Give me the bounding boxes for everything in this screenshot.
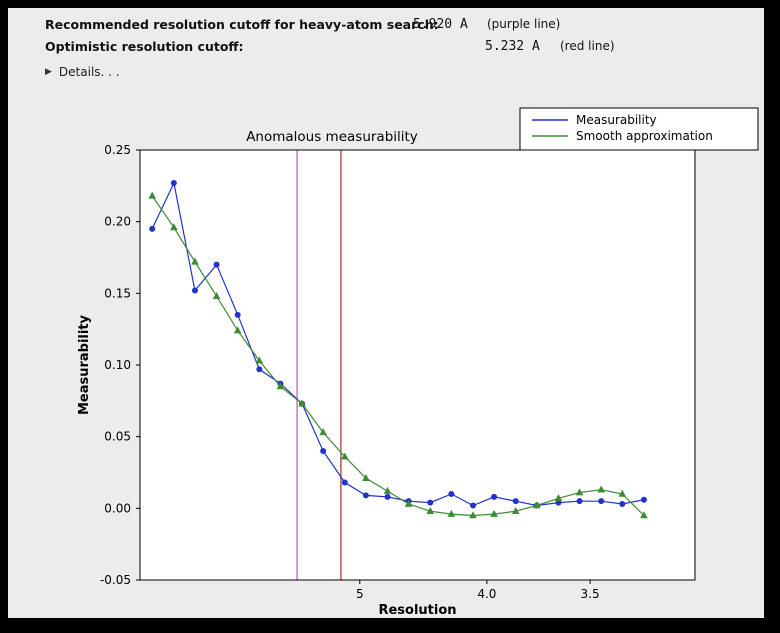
details-label: Details. . . <box>58 65 120 79</box>
disclosure-triangle-icon: ▶ <box>45 66 52 77</box>
optimistic-cutoff-note: (red line) <box>560 39 615 53</box>
data-point-triangle <box>340 452 349 460</box>
data-point-circle <box>213 261 220 268</box>
legend-entry-label: Measurability <box>576 113 657 127</box>
data-point-triangle <box>490 509 498 517</box>
data-point-triangle <box>383 486 392 494</box>
data-point-triangle <box>212 292 221 299</box>
data-point-triangle <box>618 489 627 497</box>
data-point-triangle <box>170 223 178 231</box>
data-point-triangle <box>255 356 264 364</box>
data-point-circle <box>619 501 626 508</box>
series-line-0 <box>151 181 645 507</box>
data-point-circle <box>320 448 327 454</box>
data-point-triangle <box>362 474 370 482</box>
y-tick-label: -0.05 <box>100 573 131 587</box>
data-point-triangle <box>469 511 477 519</box>
data-point-circle <box>598 498 605 505</box>
data-point-circle <box>427 499 434 506</box>
y-tick-label: 0.00 <box>104 501 131 515</box>
y-tick-label: 0.10 <box>104 358 131 372</box>
data-point-circle <box>470 502 476 509</box>
app-window: Recommended resolution cutoff for heavy-… <box>8 8 764 618</box>
optimistic-cutoff-value: 5.232 A <box>485 39 540 54</box>
data-point-triangle <box>554 494 563 502</box>
chart-title: Anomalous measurability <box>246 129 418 145</box>
measurability-figure: 0.25 0.20 0.15 0.10 0.05 0.00 -0.05 5 4.0 3.5 Anom… <box>20 95 760 615</box>
optimistic-cutoff-row: Optimistic resolution cutoff: 5.232 A (r… <box>8 39 764 57</box>
data-point-triangle <box>597 485 606 493</box>
recommended-cutoff-row: Recommended resolution cutoff for heavy-… <box>8 17 764 35</box>
y-tick-label: 0.25 <box>104 143 131 157</box>
y-tick-label: 0.05 <box>104 430 131 444</box>
data-point-circle <box>149 225 156 232</box>
optimistic-cutoff-label: Optimistic resolution cutoff: <box>45 39 244 54</box>
recommended-cutoff-note: (purple line) <box>487 17 561 31</box>
legend-entry-label: Smooth approximation <box>576 129 713 143</box>
data-point-circle <box>234 311 241 318</box>
data-point-triangle <box>511 507 520 514</box>
data-point-circle <box>191 287 198 294</box>
data-point-triangle <box>319 428 327 436</box>
data-point-circle <box>512 498 519 505</box>
anomalous-measurability-chart: 0.25 0.20 0.15 0.10 0.05 0.00 -0.05 5 4.0 3.5 Anom… <box>77 107 759 615</box>
data-point-triangle <box>233 326 242 334</box>
y-tick-label: 0.20 <box>104 215 131 229</box>
x-tick-label: 5 <box>356 587 364 601</box>
data-point-triangle <box>404 499 413 507</box>
plot-area <box>139 149 696 581</box>
data-point-triangle <box>298 399 306 407</box>
data-point-circle <box>341 479 348 486</box>
data-point-circle <box>170 179 177 186</box>
details-disclosure[interactable]: ▶ Details. . . <box>45 65 120 79</box>
y-tick-label: 0.15 <box>104 286 131 300</box>
data-point-circle <box>491 493 498 500</box>
data-point-triangle <box>276 382 285 390</box>
data-point-triangle <box>148 191 157 199</box>
data-point-circle <box>362 492 369 499</box>
data-point-circle <box>448 491 455 497</box>
recommended-cutoff-value: 5.920 A <box>413 17 468 32</box>
y-axis-label: Measurability <box>77 314 92 415</box>
legend-box <box>519 107 759 151</box>
series-line-1 <box>151 195 645 517</box>
x-tick-label: 4.0 <box>477 587 496 601</box>
data-point-circle <box>384 493 391 500</box>
data-point-circle <box>640 496 647 503</box>
x-axis-label: Resolution <box>378 603 456 615</box>
x-tick-label: 3.5 <box>581 587 600 601</box>
data-point-triangle <box>447 509 456 517</box>
data-point-triangle <box>640 511 648 519</box>
data-point-triangle <box>533 501 541 509</box>
data-point-triangle <box>426 507 435 514</box>
data-point-triangle <box>575 488 584 496</box>
data-point-circle <box>256 366 263 373</box>
data-point-triangle <box>191 257 199 265</box>
recommended-cutoff-label: Recommended resolution cutoff for heavy-… <box>45 17 439 32</box>
data-point-circle <box>576 498 583 505</box>
